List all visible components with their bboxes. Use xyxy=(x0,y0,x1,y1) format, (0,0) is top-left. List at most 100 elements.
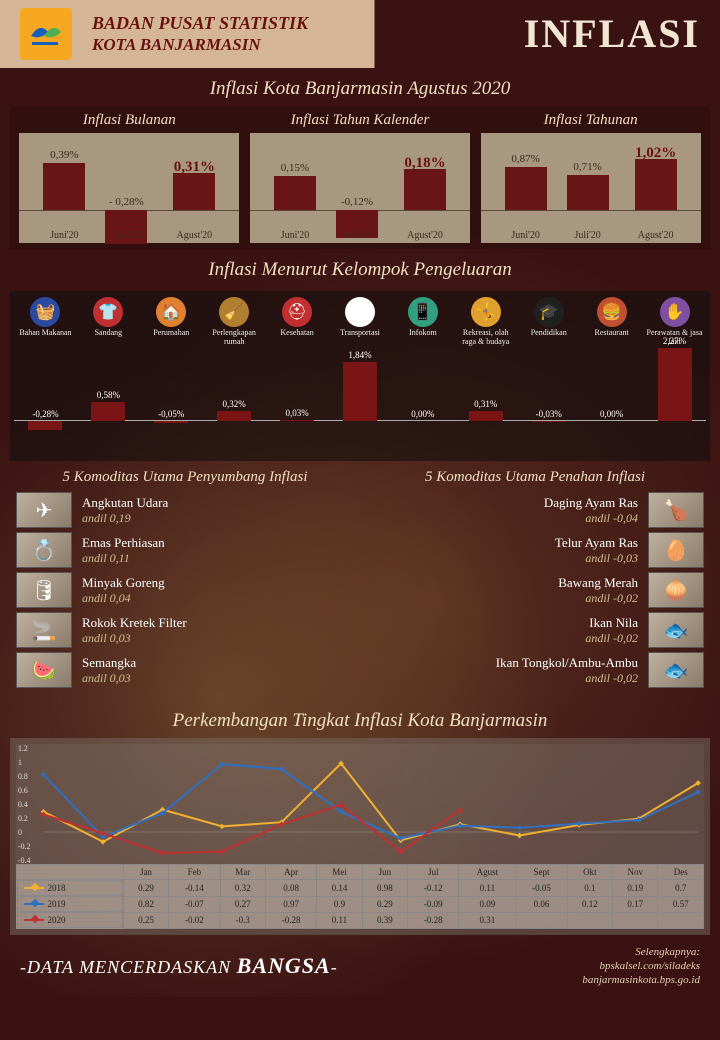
table-cell: 0.57 xyxy=(658,896,704,912)
mini-x-label: Juli'20 xyxy=(563,230,613,241)
mini-bar xyxy=(505,167,547,211)
commodity-down-item: Ikan Nilaandil -0,02 🐟 xyxy=(366,612,704,648)
table-cell: 0.17 xyxy=(613,896,658,912)
header: BADAN PUSAT STATISTIK KOTA BANJARMASIN I… xyxy=(0,0,720,68)
group-icon: 🏠 xyxy=(156,297,186,327)
month-header: Jun xyxy=(362,865,407,880)
table-cell: 0.9 xyxy=(317,896,362,912)
commodity-name: Ikan Nila xyxy=(585,615,638,631)
commodities-down-title: 5 Komoditas Utama Penahan Inflasi xyxy=(366,469,704,486)
table-cell: -0.12 xyxy=(408,880,459,897)
bps-logo xyxy=(20,8,72,60)
group-item: 🤸Rekreasi, olah raga & budaya0,31% xyxy=(456,297,516,461)
mini-x-label: Agust'20 xyxy=(631,230,681,241)
table-cell: -0.3 xyxy=(220,912,265,928)
series-legend: 2019 xyxy=(17,896,123,912)
group-name: Restaurant xyxy=(582,329,642,349)
mini-chart-title: Inflasi Bulanan xyxy=(19,112,239,129)
table-cell: 0.98 xyxy=(362,880,407,897)
mini-bar-value: 0,15% xyxy=(270,162,320,174)
commodity-name: Rokok Kretek Filter xyxy=(82,615,187,631)
table-cell: 0.97 xyxy=(265,896,316,912)
table-cell: 0.32 xyxy=(220,880,265,897)
mini-bar-value: - 0,28% xyxy=(101,196,151,208)
month-header: Mar xyxy=(220,865,265,880)
commodities-down: 5 Komoditas Utama Penahan Inflasi Daging… xyxy=(360,461,710,700)
group-value: 0,00% xyxy=(582,409,642,419)
commodity-sub: andil 0,04 xyxy=(82,591,165,605)
commodity-sub: andil 0,03 xyxy=(82,671,136,685)
footer: -DATA MENCERDASKAN BANGSA- Selengkapnya:… xyxy=(0,935,720,998)
commodity-thumb: 🥚 xyxy=(648,532,704,568)
table-cell: 0.39 xyxy=(362,912,407,928)
group-icon: 🧹 xyxy=(219,297,249,327)
links-label: Selengkapnya: xyxy=(582,945,700,959)
group-bar xyxy=(343,362,377,421)
history-line-chart: 1.210.80.60.40.20-0.2-0.4 xyxy=(16,744,704,864)
mini-x-label: Juni'20 xyxy=(39,230,89,241)
svg-text:1: 1 xyxy=(18,758,22,767)
group-icon: 📱 xyxy=(408,297,438,327)
mini-bar xyxy=(43,163,85,210)
commodity-name: Telur Ayam Ras xyxy=(555,535,638,551)
month-header: Jan xyxy=(123,865,168,880)
group-item: 🍔Restaurant0,00% xyxy=(582,297,642,461)
group-icon: ✋ xyxy=(660,297,690,327)
group-value: 0,03% xyxy=(267,408,327,418)
motto-big: BANGSA xyxy=(237,953,331,978)
commodity-thumb: 🐟 xyxy=(648,612,704,648)
mini-bar xyxy=(635,159,677,210)
commodity-text: Emas Perhiasanandil 0,11 xyxy=(82,535,165,565)
group-bar xyxy=(280,420,314,421)
group-value: -0,03% xyxy=(519,409,579,419)
svg-text:0.6: 0.6 xyxy=(18,786,28,795)
group-name: Bahan Makanan xyxy=(15,329,75,349)
commodity-thumb: 🍉 xyxy=(16,652,72,688)
svg-text:0: 0 xyxy=(18,828,22,837)
mini-bar-value: 0,39% xyxy=(39,149,89,161)
commodities-up: 5 Komoditas Utama Penyumbang Inflasi ✈An… xyxy=(10,461,360,700)
commodity-sub: andil 0,11 xyxy=(82,551,165,565)
group-item: 🧹Perlengkapan rumah0,32% xyxy=(204,297,264,461)
mini-x-label: Juni'20 xyxy=(270,230,320,241)
groups-chart: 🧺Bahan Makanan-0,28%👕Sandang0,58%🏠Peruma… xyxy=(10,291,710,461)
mini-x-label: Agust'20 xyxy=(400,230,450,241)
commodity-name: Angkutan Udara xyxy=(82,495,168,511)
mini-chart-area: 0,39%Juni'20- 0,28%Juli'200,31%Agust'20 xyxy=(19,133,239,243)
commodity-text: Ikan Nilaandil -0,02 xyxy=(585,615,638,645)
commodity-text: Ikan Tongkol/Ambu-Ambuandil -0,02 xyxy=(496,655,638,685)
table-cell: -0.28 xyxy=(265,912,316,928)
svg-text:-0.2: -0.2 xyxy=(18,842,30,851)
group-icon: 🤸 xyxy=(471,297,501,327)
table-cell: 0.12 xyxy=(567,896,612,912)
group-value: 1,84% xyxy=(330,350,390,360)
table-cell xyxy=(658,912,704,928)
mini-bar-value: 0,87% xyxy=(501,153,551,165)
group-icon: ⛑ xyxy=(282,297,312,327)
commodity-thumb: 🧅 xyxy=(648,572,704,608)
mini-bar xyxy=(567,175,609,211)
table-cell: 0.29 xyxy=(123,880,168,897)
commodity-name: Emas Perhiasan xyxy=(82,535,165,551)
mini-x-label: Juli'20 xyxy=(101,230,151,241)
mini-chart-area: 0,87%Juni'200,71%Juli'201,02%Agust'20 xyxy=(481,133,701,243)
table-cell: 0.27 xyxy=(220,896,265,912)
group-value: 0,31% xyxy=(456,399,516,409)
svg-text:1.2: 1.2 xyxy=(18,744,28,753)
mini-chart-area: 0,15%Juni'20-0,12%Juli'200,18%Agust'20 xyxy=(250,133,470,243)
commodity-sub: andil -0,04 xyxy=(544,511,638,525)
mini-bar xyxy=(274,176,316,211)
commodity-down-item: Ikan Tongkol/Ambu-Ambuandil -0,02🐟 xyxy=(366,652,704,688)
group-item: 📱Infokom0,00% xyxy=(393,297,453,461)
group-item: 🎓Pendidikan-0,03% xyxy=(519,297,579,461)
group-value: 2,27% xyxy=(645,336,705,346)
group-bar xyxy=(658,348,692,421)
commodity-sub: andil 0,03 xyxy=(82,631,187,645)
commodity-name: Semangka xyxy=(82,655,136,671)
table-cell: 0.25 xyxy=(123,912,168,928)
commodity-name: Ikan Tongkol/Ambu-Ambu xyxy=(496,655,638,671)
commodity-sub: andil -0,02 xyxy=(558,591,638,605)
section-title-top: Inflasi Kota Banjarmasin Agustus 2020 xyxy=(0,78,720,100)
mini-bar-value: 0,18% xyxy=(400,155,450,172)
section-title-history: Perkembangan Tingkat Inflasi Kota Banjar… xyxy=(0,710,720,732)
